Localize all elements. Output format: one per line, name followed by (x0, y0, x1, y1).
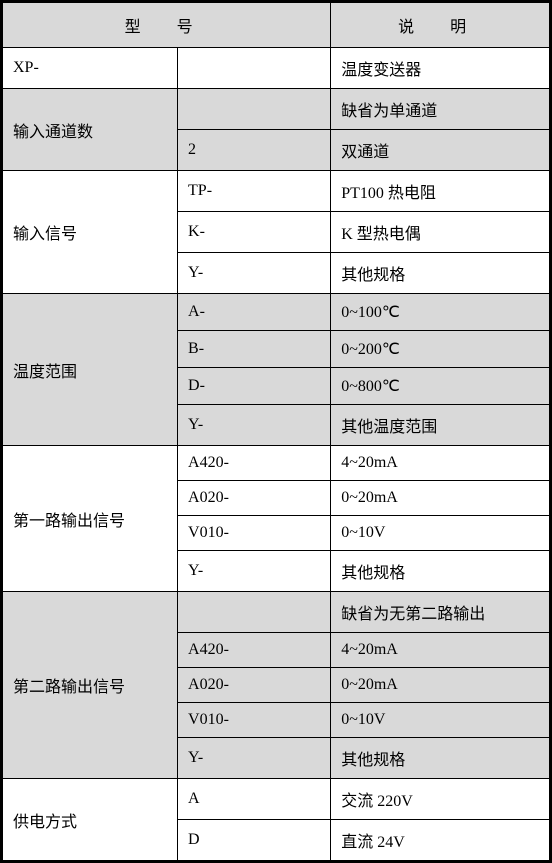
row-description: 直流 24V (331, 820, 550, 861)
row-code: D (178, 820, 331, 861)
row-label: 输入信号 (3, 171, 178, 294)
row-description: 缺省为无第二路输出 (331, 592, 550, 633)
row-code: 2 (178, 130, 331, 171)
row-description: 0~20mA (331, 668, 550, 703)
row-code (178, 592, 331, 633)
row-description: K 型热电偶 (331, 212, 550, 253)
row-code: K- (178, 212, 331, 253)
row-code: Y- (178, 738, 331, 779)
row-code: Y- (178, 551, 331, 592)
row-code (178, 89, 331, 130)
table-row: 输入信号TP-PT100 热电阻 (3, 171, 550, 212)
row-code: A- (178, 294, 331, 331)
row-code: B- (178, 331, 331, 368)
spec-table-body: 型 号 说 明 XP-温度变送器输入通道数缺省为单通道2双通道输入信号TP-PT… (3, 3, 550, 861)
row-code: TP- (178, 171, 331, 212)
row-label: 温度范围 (3, 294, 178, 446)
row-description: PT100 热电阻 (331, 171, 550, 212)
header-model: 型 号 (3, 3, 331, 48)
row-label: 供电方式 (3, 779, 178, 861)
row-code: A420- (178, 633, 331, 668)
table-row: 温度范围A-0~100℃ (3, 294, 550, 331)
row-description: 其他规格 (331, 253, 550, 294)
row-description: 0~800℃ (331, 368, 550, 405)
row-code: Y- (178, 405, 331, 446)
row-description: 其他温度范围 (331, 405, 550, 446)
spec-table-container: 型 号 说 明 XP-温度变送器输入通道数缺省为单通道2双通道输入信号TP-PT… (0, 0, 552, 863)
row-code: A020- (178, 481, 331, 516)
row-code: V010- (178, 703, 331, 738)
row-description: 其他规格 (331, 551, 550, 592)
row-description: 4~20mA (331, 446, 550, 481)
row-code: A (178, 779, 331, 820)
row-label: 第一路输出信号 (3, 446, 178, 592)
row-code (178, 48, 331, 89)
row-label: 输入通道数 (3, 89, 178, 171)
row-code: A420- (178, 446, 331, 481)
row-description: 0~200℃ (331, 331, 550, 368)
spec-table: 型 号 说 明 XP-温度变送器输入通道数缺省为单通道2双通道输入信号TP-PT… (2, 2, 550, 861)
row-description: 0~10V (331, 703, 550, 738)
row-description: 其他规格 (331, 738, 550, 779)
row-description: 交流 220V (331, 779, 550, 820)
table-row: 供电方式A交流 220V (3, 779, 550, 820)
row-description: 缺省为单通道 (331, 89, 550, 130)
header-description: 说 明 (331, 3, 550, 48)
table-row: XP- 温度变送器 (3, 48, 550, 89)
row-description: 0~100℃ (331, 294, 550, 331)
row-description: 4~20mA (331, 633, 550, 668)
row-code: A020- (178, 668, 331, 703)
table-row: 第一路输出信号A420-4~20mA (3, 446, 550, 481)
table-row: 输入通道数缺省为单通道 (3, 89, 550, 130)
row-label: XP- (3, 48, 178, 89)
row-description: 0~10V (331, 516, 550, 551)
row-code: Y- (178, 253, 331, 294)
row-label: 第二路输出信号 (3, 592, 178, 779)
row-description: 温度变送器 (331, 48, 550, 89)
row-description: 0~20mA (331, 481, 550, 516)
table-header-row: 型 号 说 明 (3, 3, 550, 48)
row-code: V010- (178, 516, 331, 551)
row-code: D- (178, 368, 331, 405)
table-row: 第二路输出信号缺省为无第二路输出 (3, 592, 550, 633)
row-description: 双通道 (331, 130, 550, 171)
